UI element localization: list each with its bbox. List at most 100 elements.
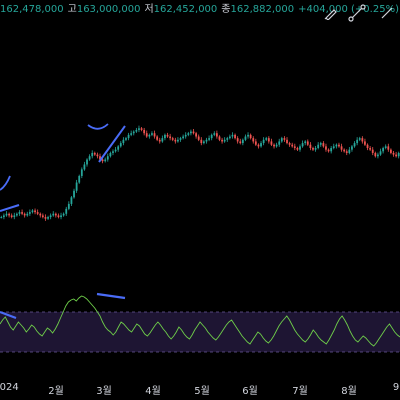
low-value: 162,452,000 xyxy=(153,4,218,15)
candle-body xyxy=(36,212,39,214)
candle-body xyxy=(262,139,265,144)
candle-body xyxy=(223,139,226,142)
candle-body xyxy=(364,141,366,145)
candle-body xyxy=(190,131,192,134)
candle-body xyxy=(275,144,278,147)
candle-body xyxy=(112,151,114,153)
more-icon xyxy=(381,7,393,19)
time-axis[interactable]: 2024 2월 3월 4월 5월 6월 7월 8월 9 xyxy=(0,378,400,400)
candle-body xyxy=(143,129,146,134)
candle-body xyxy=(140,128,143,130)
candle-body xyxy=(44,217,47,219)
candle-body xyxy=(39,213,42,216)
drawing-arc-feb[interactable] xyxy=(87,123,109,130)
candle-body xyxy=(291,144,294,147)
candle-body xyxy=(119,143,122,147)
candle-body xyxy=(304,141,307,144)
candle-body xyxy=(8,213,10,216)
open-value: 162,478,000 xyxy=(0,4,64,15)
pencil-icon xyxy=(324,9,337,20)
drawing-rsi-line-feb[interactable] xyxy=(96,292,126,300)
price-chart[interactable] xyxy=(0,0,400,378)
candle-body xyxy=(135,129,138,132)
candle-body xyxy=(228,136,231,139)
candle-body xyxy=(221,139,223,142)
candle-body xyxy=(361,138,364,142)
candle-body xyxy=(130,133,133,135)
candle-body xyxy=(26,213,29,216)
candle-body xyxy=(358,138,361,140)
drawing-line-feb[interactable] xyxy=(98,125,126,163)
candle-body xyxy=(348,149,351,153)
drawing-curve-left[interactable] xyxy=(0,175,11,191)
candle-body xyxy=(366,144,369,149)
candle-body xyxy=(286,139,288,144)
candle-body xyxy=(234,134,236,139)
candle-body xyxy=(169,136,172,139)
candle-body xyxy=(182,136,185,139)
candle-body xyxy=(202,141,205,144)
candle-body xyxy=(345,151,348,153)
candle-body xyxy=(299,146,301,150)
candle-body xyxy=(138,128,140,130)
candle-body xyxy=(21,212,23,214)
candle-body xyxy=(353,143,356,147)
candle-body xyxy=(15,213,18,216)
more-tools-button[interactable] xyxy=(376,2,398,24)
candle-body xyxy=(164,134,166,139)
pencil-tool-button[interactable] xyxy=(320,2,342,24)
candle-body xyxy=(335,144,338,147)
candle-body xyxy=(301,143,304,147)
candle-body xyxy=(78,175,81,183)
candle-body xyxy=(13,215,16,218)
candle-body xyxy=(249,134,252,139)
candle-body xyxy=(382,148,385,152)
candle-body xyxy=(47,217,49,219)
candle-body xyxy=(205,139,208,142)
candle-body xyxy=(296,148,299,150)
candle-body xyxy=(158,139,161,142)
candle-body xyxy=(197,136,200,140)
close-label: 종 xyxy=(221,4,231,15)
candle-body xyxy=(93,152,96,155)
candle-body xyxy=(309,144,312,149)
candles-group xyxy=(0,125,400,221)
candle-body xyxy=(338,144,340,147)
candle-body xyxy=(208,138,210,140)
candle-body xyxy=(75,182,78,191)
xaxis-label: 9 xyxy=(392,382,400,393)
candle-body xyxy=(153,133,156,137)
xaxis-label: 6월 xyxy=(242,386,258,397)
candle-body xyxy=(278,141,281,145)
candle-body xyxy=(145,133,148,137)
candle-body xyxy=(356,139,359,144)
trendline-tool-button[interactable] xyxy=(346,2,368,24)
candle-body xyxy=(104,159,107,162)
candle-body xyxy=(127,134,130,139)
candle-body xyxy=(260,143,262,147)
candle-body xyxy=(86,159,88,165)
candle-body xyxy=(244,136,247,140)
candle-body xyxy=(314,148,317,150)
candle-body xyxy=(270,141,273,145)
trendline-icon xyxy=(348,4,366,22)
candle-body xyxy=(54,213,57,216)
candle-body xyxy=(60,215,62,218)
candle-body xyxy=(70,197,73,204)
candle-body xyxy=(257,144,260,147)
drawing-line-jan[interactable] xyxy=(0,204,20,212)
drawing-rsi-line-jan[interactable] xyxy=(0,310,17,320)
candle-body xyxy=(236,138,239,142)
drawings-group[interactable] xyxy=(0,123,126,320)
candle-body xyxy=(343,149,346,152)
candle-body xyxy=(288,143,291,145)
candle-body xyxy=(109,152,112,157)
candle-body xyxy=(62,213,65,216)
xaxis-label: 5월 xyxy=(194,386,210,397)
candle-body xyxy=(49,215,52,218)
candle-body xyxy=(273,144,275,147)
candle-body xyxy=(340,146,343,150)
candle-body xyxy=(293,146,296,149)
candle-body xyxy=(34,210,36,213)
candle-body xyxy=(117,146,120,150)
